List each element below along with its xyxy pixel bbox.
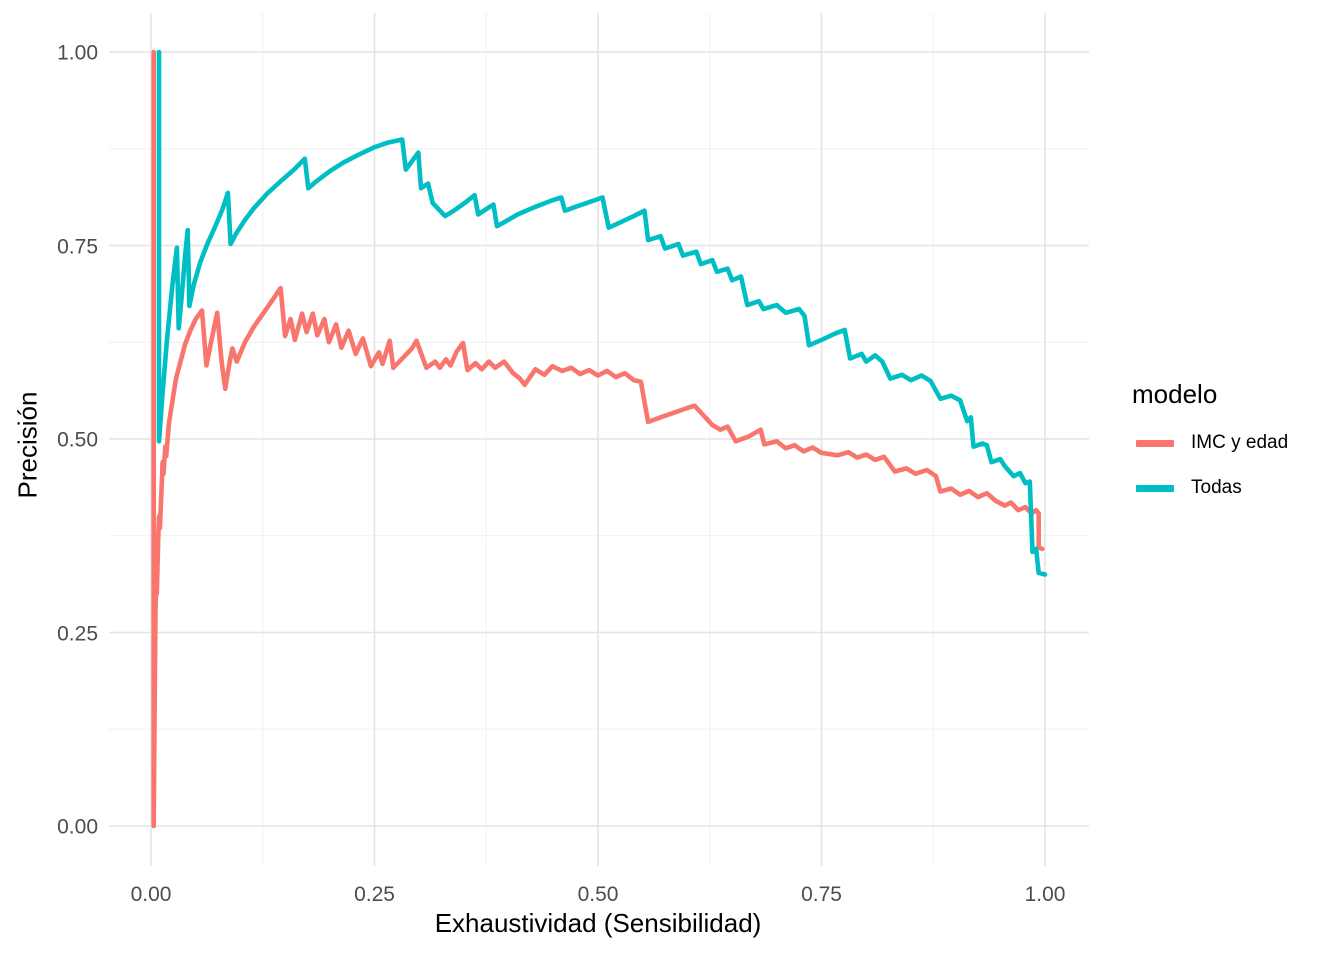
legend-item-label: Todas	[1191, 477, 1242, 498]
legend-title: modelo	[1132, 379, 1218, 409]
x-tick-label: 1.00	[1024, 883, 1066, 906]
series-line-imc-y-edad	[151, 49, 1045, 829]
y-tick-label: 1.00	[57, 41, 98, 65]
legend-swatch-line	[1136, 439, 1174, 447]
legend-item-imc-y-edad: IMC y edad	[1136, 429, 1288, 457]
x-tick-label: 0.00	[130, 883, 172, 906]
x-tick-label: 0.75	[801, 883, 842, 906]
x-tick-label: 0.50	[577, 883, 619, 906]
legend-item-label: IMC y edad	[1191, 432, 1289, 453]
y-tick-label: 0.50	[57, 428, 98, 452]
legend-item-todas: Todas	[1136, 474, 1242, 502]
series-line-todas	[156, 49, 1048, 577]
legend-swatch-line	[1136, 484, 1174, 492]
x-axis-title: Exhaustividad (Sensibilidad)	[434, 908, 762, 938]
y-tick-label: 0.25	[57, 622, 98, 645]
y-tick-label: 0.00	[57, 815, 98, 839]
y-tick-label: 0.75	[57, 235, 98, 258]
x-tick-label: 0.25	[354, 883, 395, 906]
